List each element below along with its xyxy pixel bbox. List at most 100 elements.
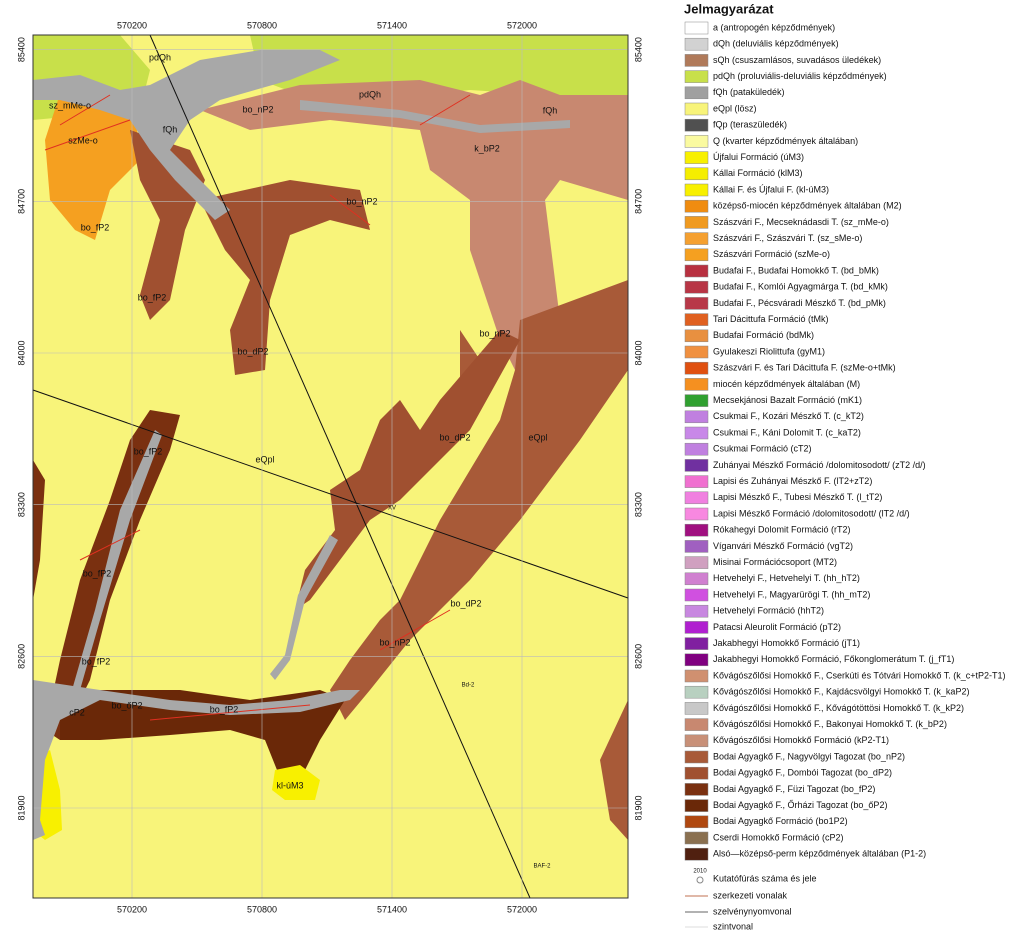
legend-label: Gyulakeszi Riolittufa (gyM1) <box>713 346 825 356</box>
legend-swatch <box>684 637 709 650</box>
legend-swatch <box>684 572 709 586</box>
legend-swatch <box>684 21 709 35</box>
legend-label: Kállai F. és Újfalui F. (kl-úM3) <box>713 184 829 194</box>
legend-label: Hetvehelyi F., Magyarürögi T. (hh_mT2) <box>713 589 870 599</box>
legend-swatch <box>684 313 709 326</box>
y-tick-label: 83300 <box>16 492 26 517</box>
legend-swatch <box>684 669 709 683</box>
legend-label: Csukmai F., Káni Dolomit T. (c_kaT2) <box>713 427 861 437</box>
section-line <box>149 34 531 899</box>
legend-swatch <box>684 248 709 262</box>
legend-swatch <box>684 86 709 100</box>
coordinate-grid: 570200 570200 570800 570800 571400 571400 5720… <box>16 20 643 914</box>
structural-lines <box>44 94 471 721</box>
unit-bo-np2 <box>330 280 628 720</box>
map-label: Bd-2 <box>462 683 475 689</box>
map-label: BAF-2 <box>533 864 551 870</box>
legend-swatch <box>684 556 709 569</box>
legend-swatch <box>684 216 709 229</box>
legend-label: Lapisi Mészkő F., Tubesi Mészkő T. (l_tT… <box>713 492 882 502</box>
legend-label: Q (kvarter képződmények általában) <box>713 136 858 146</box>
map-label: sz_mMe-o <box>49 100 91 110</box>
legend-swatch <box>684 718 709 731</box>
legend-swatch <box>684 37 709 51</box>
y-tick-label: 84000 <box>633 340 643 365</box>
map-label: bo_nP2 <box>242 104 273 114</box>
map-label: bo_dP2 <box>439 432 470 442</box>
legend-label: Kővágószőlősi Homokkő F., Bakonyai Homok… <box>713 719 947 729</box>
legend-swatch <box>684 151 709 164</box>
map-frame <box>32 34 629 899</box>
legend-label: a (antropogén képződmények) <box>713 22 835 32</box>
legend-swatch <box>684 394 709 407</box>
legend-swatch <box>684 621 709 634</box>
unit-bo-fp2 <box>33 460 45 600</box>
legend-swatch <box>684 783 709 796</box>
unit-bo-np2 <box>600 700 628 840</box>
map-label: eQpl <box>528 432 547 442</box>
legend-label: Rókahegyi Dolomit Formáció (rT2) <box>713 525 851 535</box>
borehole-symbol <box>696 876 704 884</box>
y-tick-label: 83300 <box>633 492 643 517</box>
legend-swatch <box>684 297 709 310</box>
map-label: pdQh <box>149 52 171 62</box>
legend-label: Kutatófúrás száma és jele <box>713 873 817 883</box>
y-tick-label: 84700 <box>633 189 643 214</box>
unit-kl-um3 <box>272 765 320 800</box>
legend-swatch <box>684 523 709 537</box>
legend-label: Misinai Formációcsoport (MT2) <box>713 557 837 567</box>
legend-label: Kővágószőlősi Homokkő F., Kővágótöttösi … <box>713 703 964 713</box>
legend-swatch <box>684 232 709 245</box>
legend-label: pdQh (proluviális-deluviális képződménye… <box>713 71 887 81</box>
map-labels: pdQhsz_mMe-oszMe-ofQhbo_nP2pdQhfQhk_bP2b… <box>49 52 557 869</box>
legend-label: Jakabhegyi Homokkő Formáció, Főkonglomer… <box>713 654 954 664</box>
map-label: kl-úM3 <box>276 780 303 790</box>
legend-label: Tari Dácittufa Formáció (tMk) <box>713 314 829 324</box>
map-label: szMe-o <box>68 135 98 145</box>
y-tick-label: 84000 <box>16 340 26 365</box>
legend-label: Alsó—középső-perm képződmények általában… <box>713 849 926 859</box>
legend-label: fQp (teraszüledék) <box>713 120 787 130</box>
map-label: eQpl <box>255 454 274 464</box>
legend-label: Bodai Agyagkő F., Dombói Tagozat (bo_dP2… <box>713 768 892 778</box>
y-tick-label: 85400 <box>633 37 643 62</box>
legend-swatch <box>684 361 709 375</box>
legend-swatch <box>684 280 709 294</box>
legend-label: Zuhányai Mészkő Formáció /dolomitosodott… <box>713 460 926 470</box>
map-label: bo_fP2 <box>134 446 163 456</box>
legend-swatch <box>684 702 709 715</box>
legend-swatch <box>684 507 709 521</box>
legend-swatch <box>684 831 709 845</box>
fault-line <box>329 194 371 226</box>
legend-label: szintvonal <box>713 921 753 931</box>
unit-bo-op2 <box>60 690 345 790</box>
map-label: bo_fP2 <box>138 292 167 302</box>
x-tick-label: 570200 <box>117 20 147 30</box>
fault-line <box>44 119 131 151</box>
y-tick-label: 81900 <box>633 795 643 820</box>
legend-label: Budafai Formáció (bdMk) <box>713 330 814 340</box>
legend-label: Víganvári Mészkő Formáció (vgT2) <box>713 541 853 551</box>
legend-label: Hetvehelyi Formáció (hhT2) <box>713 606 824 616</box>
legend-label: Csukmai Formáció (cT2) <box>713 444 812 454</box>
legend-label: fQh (pataküledék) <box>713 87 785 97</box>
x-tick-label: 572000 <box>507 20 537 30</box>
legend-swatch <box>684 734 709 748</box>
legend-label: dQh (deluviális képződmények) <box>713 39 839 49</box>
map-label: pdQh <box>359 89 381 99</box>
x-tick-label: 570800 <box>247 904 277 914</box>
legend-swatch <box>684 167 709 181</box>
fault-line <box>419 94 471 126</box>
legend-label: Kővágószőlősi Homokkő F., Kajdácsvölgyi … <box>713 687 969 697</box>
legend-label: sQh (csuszamlásos, suvadásos üledékek) <box>713 55 881 65</box>
legend: Jelmagyarázat 2010 Kutatófúrás száma és … <box>684 1 1006 931</box>
legend-swatch <box>684 475 709 488</box>
legend-swatch <box>684 264 709 278</box>
legend-swatch <box>684 70 709 83</box>
legend-label: Bodai Agyagkő Formáció (bo1P2) <box>713 816 848 826</box>
legend-swatch <box>684 540 709 553</box>
legend-swatch <box>684 378 709 391</box>
x-tick-label: 571400 <box>377 904 407 914</box>
legend-swatch <box>684 345 709 359</box>
legend-label: eQpl (lösz) <box>713 103 757 113</box>
